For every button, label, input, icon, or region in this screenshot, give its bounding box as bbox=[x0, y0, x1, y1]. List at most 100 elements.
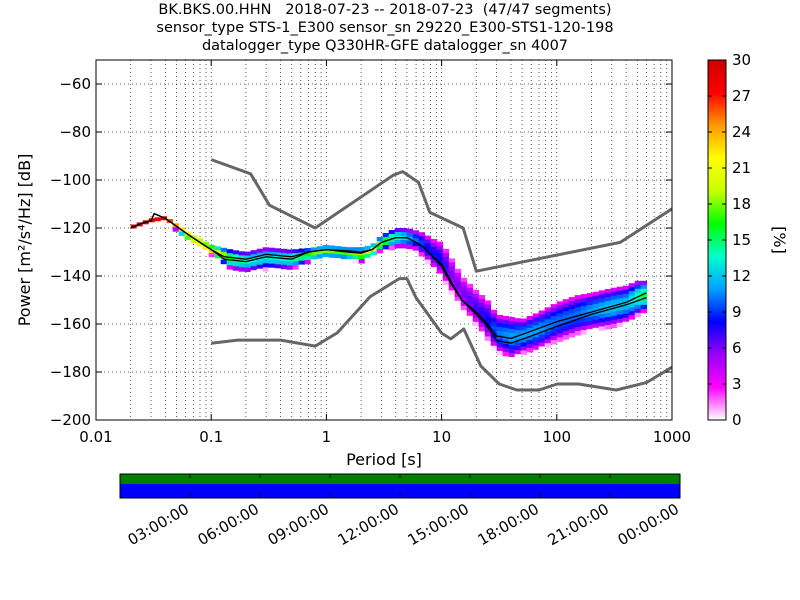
density-cell bbox=[472, 293, 480, 299]
density-cell bbox=[472, 301, 480, 307]
density-cell bbox=[526, 340, 534, 345]
density-cell bbox=[250, 254, 258, 259]
density-cell bbox=[472, 321, 480, 327]
density-cell bbox=[550, 340, 558, 345]
density-cell bbox=[574, 303, 582, 308]
density-cell bbox=[604, 289, 612, 294]
density-cell bbox=[622, 313, 630, 319]
density-cell bbox=[604, 317, 612, 322]
density-cell bbox=[574, 315, 582, 320]
density-cell bbox=[550, 308, 558, 313]
density-cell bbox=[310, 247, 318, 252]
density-cell bbox=[580, 330, 588, 335]
density-cell bbox=[622, 297, 630, 303]
density-cell bbox=[610, 291, 618, 297]
density-cell bbox=[370, 243, 378, 248]
density-cell bbox=[430, 251, 438, 256]
density-cell bbox=[592, 303, 600, 309]
y-axis-label: Power [m²/s⁴/Hz] [dB] bbox=[15, 154, 34, 327]
density-cell bbox=[226, 249, 234, 254]
density-cell bbox=[598, 302, 606, 307]
density-cell bbox=[556, 325, 564, 330]
density-cell bbox=[574, 331, 582, 336]
x-tick-label: 0.01 bbox=[79, 428, 112, 446]
density-cell bbox=[160, 216, 168, 221]
density-cell bbox=[628, 307, 636, 312]
density-cell bbox=[412, 238, 420, 243]
density-cell bbox=[484, 336, 492, 341]
density-cell bbox=[460, 297, 468, 303]
density-cell bbox=[256, 248, 264, 254]
density-cell bbox=[514, 354, 522, 359]
coverage-tick-label: 21:00:00 bbox=[545, 500, 612, 549]
x-tick-label: 0.1 bbox=[199, 428, 223, 446]
density-cell bbox=[322, 253, 330, 258]
density-cell bbox=[556, 313, 564, 318]
density-cell bbox=[568, 313, 576, 318]
density-cell bbox=[454, 296, 462, 302]
density-cell bbox=[442, 280, 450, 286]
coverage-data-strip bbox=[120, 474, 680, 484]
density-cell bbox=[628, 303, 636, 308]
density-cell bbox=[610, 315, 618, 321]
density-cell bbox=[628, 287, 636, 292]
density-cell bbox=[610, 307, 618, 313]
density-cell bbox=[424, 235, 432, 240]
density-cell bbox=[628, 311, 636, 316]
density-cell bbox=[340, 246, 348, 252]
density-cell bbox=[472, 297, 480, 303]
density-cell bbox=[610, 295, 618, 301]
density-cell bbox=[538, 326, 546, 331]
density-cell bbox=[586, 309, 594, 314]
density-cell bbox=[322, 257, 330, 262]
density-cell bbox=[424, 247, 432, 252]
colorbar-ticks: 0 3 6 9 12 15 18 21 24 27 30 bbox=[708, 51, 751, 429]
density-cell bbox=[532, 329, 540, 334]
density-cell bbox=[442, 256, 450, 262]
noise-model-nlnm bbox=[211, 277, 672, 392]
density-cell bbox=[598, 318, 606, 323]
density-cell bbox=[586, 293, 594, 298]
density-cell bbox=[490, 309, 498, 315]
density-cell bbox=[352, 259, 360, 264]
density-cell bbox=[592, 307, 600, 313]
density-cell bbox=[424, 255, 432, 260]
density-cell bbox=[130, 228, 138, 233]
density-cell bbox=[388, 230, 396, 235]
density-cell bbox=[454, 288, 462, 294]
density-cell bbox=[478, 311, 486, 316]
density-cell bbox=[544, 307, 552, 312]
density-cell bbox=[634, 296, 642, 302]
density-cell bbox=[640, 304, 648, 310]
density-cell bbox=[616, 318, 624, 324]
density-cell bbox=[184, 235, 192, 240]
density-cell bbox=[424, 259, 432, 264]
density-cell bbox=[538, 342, 546, 347]
density-cell bbox=[514, 322, 522, 327]
density-cell bbox=[292, 257, 300, 262]
density-cell bbox=[328, 253, 336, 258]
density-cell bbox=[544, 311, 552, 316]
density-cell bbox=[448, 270, 456, 275]
density-cell bbox=[436, 241, 444, 246]
density-cell bbox=[154, 217, 162, 222]
density-cell bbox=[604, 309, 612, 314]
density-cell bbox=[394, 228, 402, 233]
density-cell bbox=[202, 241, 210, 247]
density-cell bbox=[436, 245, 444, 250]
density-heatmap bbox=[130, 216, 648, 362]
y-tick-label: −180 bbox=[50, 363, 91, 381]
density-cell bbox=[430, 243, 438, 248]
psd-curves bbox=[130, 212, 647, 344]
density-cell bbox=[304, 260, 312, 265]
density-cell bbox=[556, 301, 564, 306]
density-cell bbox=[460, 289, 468, 295]
density-cell bbox=[598, 298, 606, 303]
density-cell bbox=[580, 306, 588, 311]
colorbar-tick-label: 30 bbox=[732, 51, 751, 69]
density-cell bbox=[538, 322, 546, 327]
density-cell bbox=[484, 308, 492, 313]
density-cell bbox=[148, 218, 156, 223]
density-cell bbox=[286, 253, 294, 258]
density-cell bbox=[616, 286, 624, 292]
